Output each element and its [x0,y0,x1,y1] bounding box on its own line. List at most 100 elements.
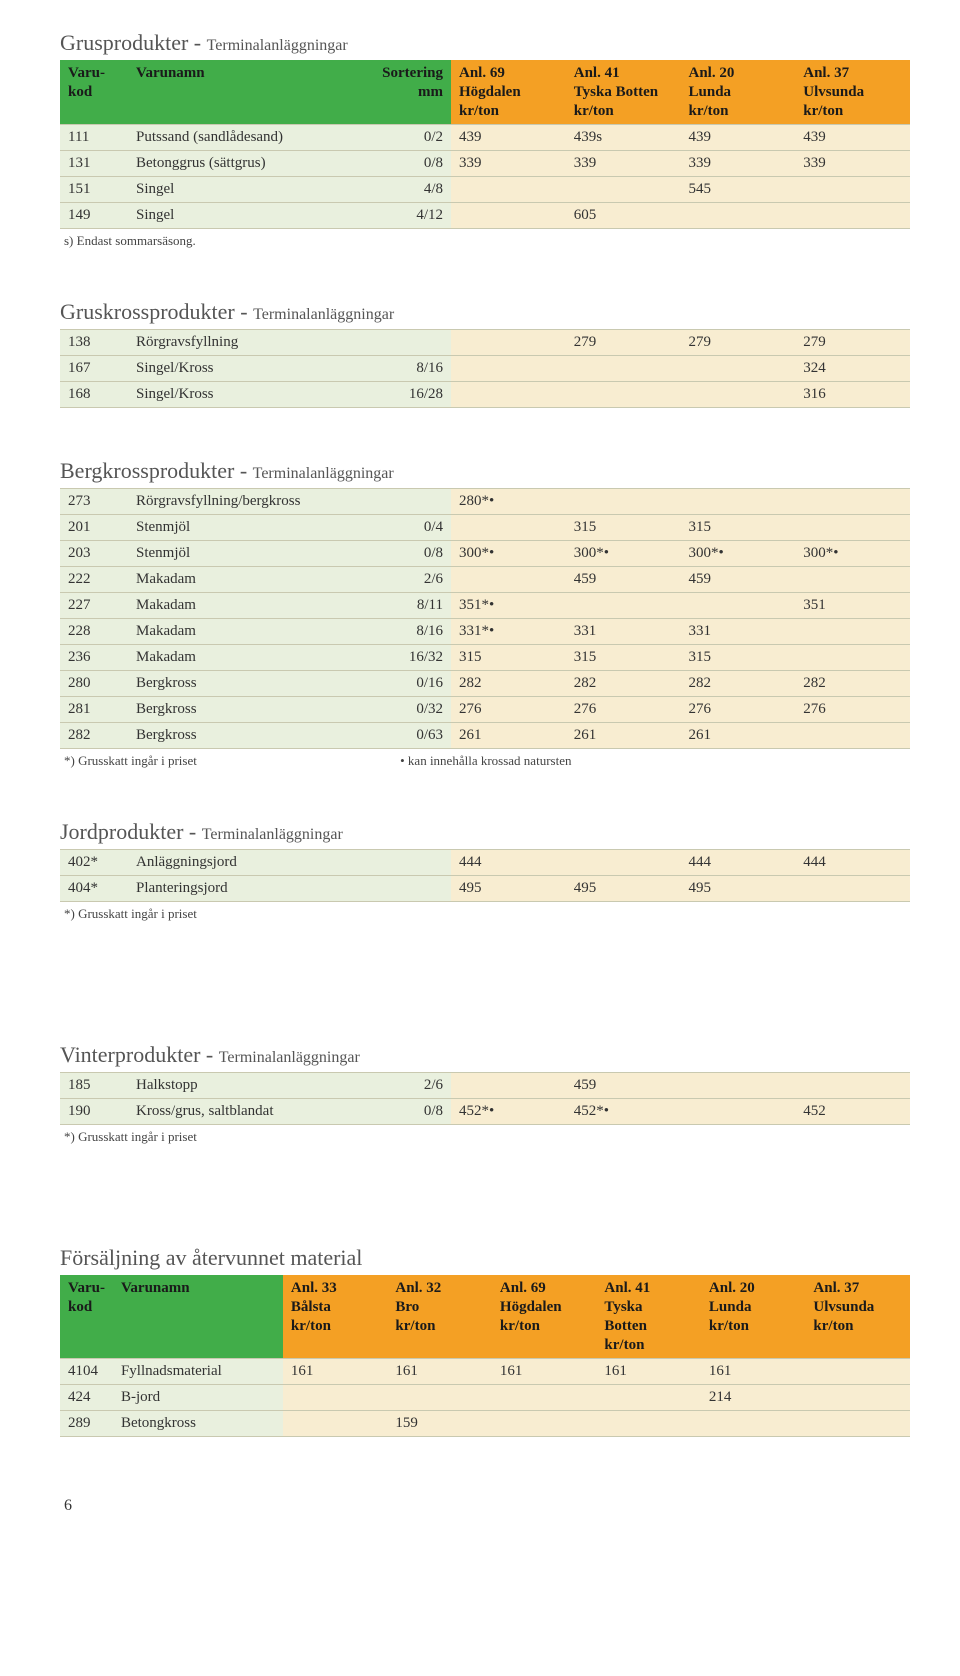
table-header-row: Varu-kod Varunamn Sorteringmm Anl. 69Hög… [60,60,910,125]
cell-c4: 351 [795,593,910,619]
cell-name: Makadam [128,645,366,671]
cell-name: Stenmjöl [128,541,366,567]
cell-name: Makadam [128,593,366,619]
cell-c3 [681,203,796,229]
table-row: 111Putssand (sandlådesand)0/2439439s4394… [60,125,910,151]
cell-sort: 0/8 [366,151,451,177]
cell-sort: 16/28 [366,382,451,408]
cell-code: 222 [60,567,128,593]
title-sub: Terminalanläggningar [207,37,348,54]
hdr-c4: Anl. 41TyskaBottenkr/ton [596,1275,701,1359]
cell-name: Makadam [128,619,366,645]
cell-c2: 339 [566,151,681,177]
cell-name: Singel/Kross [128,382,366,408]
cell-sort: 2/6 [366,567,451,593]
cell-code: 203 [60,541,128,567]
cell-name: Betonggrus (sättgrus) [128,151,366,177]
cell-c2: 459 [566,567,681,593]
cell-c6 [805,1411,910,1437]
cell-name: Fyllnadsmaterial [113,1359,283,1385]
cell-sort: 0/8 [366,541,451,567]
cell-c1: 315 [451,645,566,671]
cell-c1 [451,330,566,356]
cell-c2: 331 [566,619,681,645]
cell-c3: 439 [681,125,796,151]
bergkross-table: 273Rörgravsfyllning/bergkross280*•201Ste… [60,488,910,749]
cell-c2: 276 [566,697,681,723]
title-text: Jordprodukter - [60,819,202,844]
hdr-c1: Anl. 33Bålstakr/ton [283,1275,388,1359]
table-row: 201Stenmjöl0/4315315 [60,515,910,541]
grus-note: s) Endast sommarsäsong. [60,229,910,249]
cell-c1 [451,567,566,593]
cell-c2: 315 [566,645,681,671]
jord-title: Jordprodukter - Terminalanläggningar [60,819,910,845]
cell-c2: 279 [566,330,681,356]
cell-c2 [566,489,681,515]
table-row: 222Makadam2/6459459 [60,567,910,593]
bergkross-notes: *) Grusskatt ingår i priset • kan innehå… [60,749,910,769]
cell-c1 [283,1385,388,1411]
cell-name: Rörgravsfyllning/bergkross [128,489,366,515]
cell-sort: 2/6 [366,1073,451,1099]
cell-code: 151 [60,177,128,203]
cell-c1: 339 [451,151,566,177]
grus-title: Grusprodukter - Terminalanläggningar [60,30,910,56]
cell-name: Bergkross [128,723,366,749]
vinter-title: Vinterprodukter - Terminalanläggningar [60,1042,910,1068]
cell-code: 402* [60,850,128,876]
hdr-name: Varunamn [113,1275,283,1359]
cell-sort: 8/11 [366,593,451,619]
cell-c4 [795,489,910,515]
cell-c4: 279 [795,330,910,356]
cell-c6 [805,1385,910,1411]
atervunnet-section: Försäljning av återvunnet material Varu-… [60,1245,910,1437]
cell-code: 190 [60,1099,128,1125]
cell-c2: 452*• [566,1099,681,1125]
cell-c2: 300*• [566,541,681,567]
cell-c1 [451,515,566,541]
atervunnet-table: Varu-kod Varunamn Anl. 33Bålstakr/ton An… [60,1275,910,1437]
cell-code: 4104 [60,1359,113,1385]
cell-c3 [681,489,796,515]
hdr-c1: Anl. 69Högdalenkr/ton [451,60,566,125]
cell-c1 [451,1073,566,1099]
cell-c2 [566,593,681,619]
bergkross-title: Bergkrossprodukter - Terminalanläggninga… [60,458,910,484]
title-text: Grusprodukter - [60,30,207,55]
cell-c5: 214 [701,1385,806,1411]
cell-c2 [566,850,681,876]
table-row: 281Bergkross0/32276276276276 [60,697,910,723]
cell-c3 [681,593,796,619]
cell-c4 [596,1411,701,1437]
cell-c1 [451,177,566,203]
cell-c3: 315 [681,645,796,671]
title-text: Bergkrossprodukter - [60,458,253,483]
cell-c3: 444 [681,850,796,876]
cell-code: 228 [60,619,128,645]
title-sub: Terminalanläggningar [202,826,343,843]
cell-c2 [566,356,681,382]
hdr-c3: Anl. 69Högdalenkr/ton [492,1275,597,1359]
table-row: 282Bergkross0/63261261261 [60,723,910,749]
cell-code: 273 [60,489,128,515]
jord-note: *) Grusskatt ingår i priset [60,902,910,922]
cell-c3: 261 [681,723,796,749]
hdr-c6: Anl. 37Ulvsundakr/ton [805,1275,910,1359]
gruskross-section: Gruskrossprodukter - Terminalanläggninga… [60,299,910,408]
cell-c4: 282 [795,671,910,697]
cell-name: Singel [128,203,366,229]
cell-code: 149 [60,203,128,229]
cell-code: 201 [60,515,128,541]
cell-c4 [795,1073,910,1099]
cell-code: 167 [60,356,128,382]
cell-c2 [566,382,681,408]
hdr-sort: Sorteringmm [366,60,451,125]
cell-c3: 495 [681,876,796,902]
hdr-name: Varunamn [128,60,366,125]
cell-c3: 339 [681,151,796,177]
cell-c4 [795,723,910,749]
cell-c2: 495 [566,876,681,902]
cell-c5: 161 [701,1359,806,1385]
table-row: 227Makadam8/11351*•351 [60,593,910,619]
